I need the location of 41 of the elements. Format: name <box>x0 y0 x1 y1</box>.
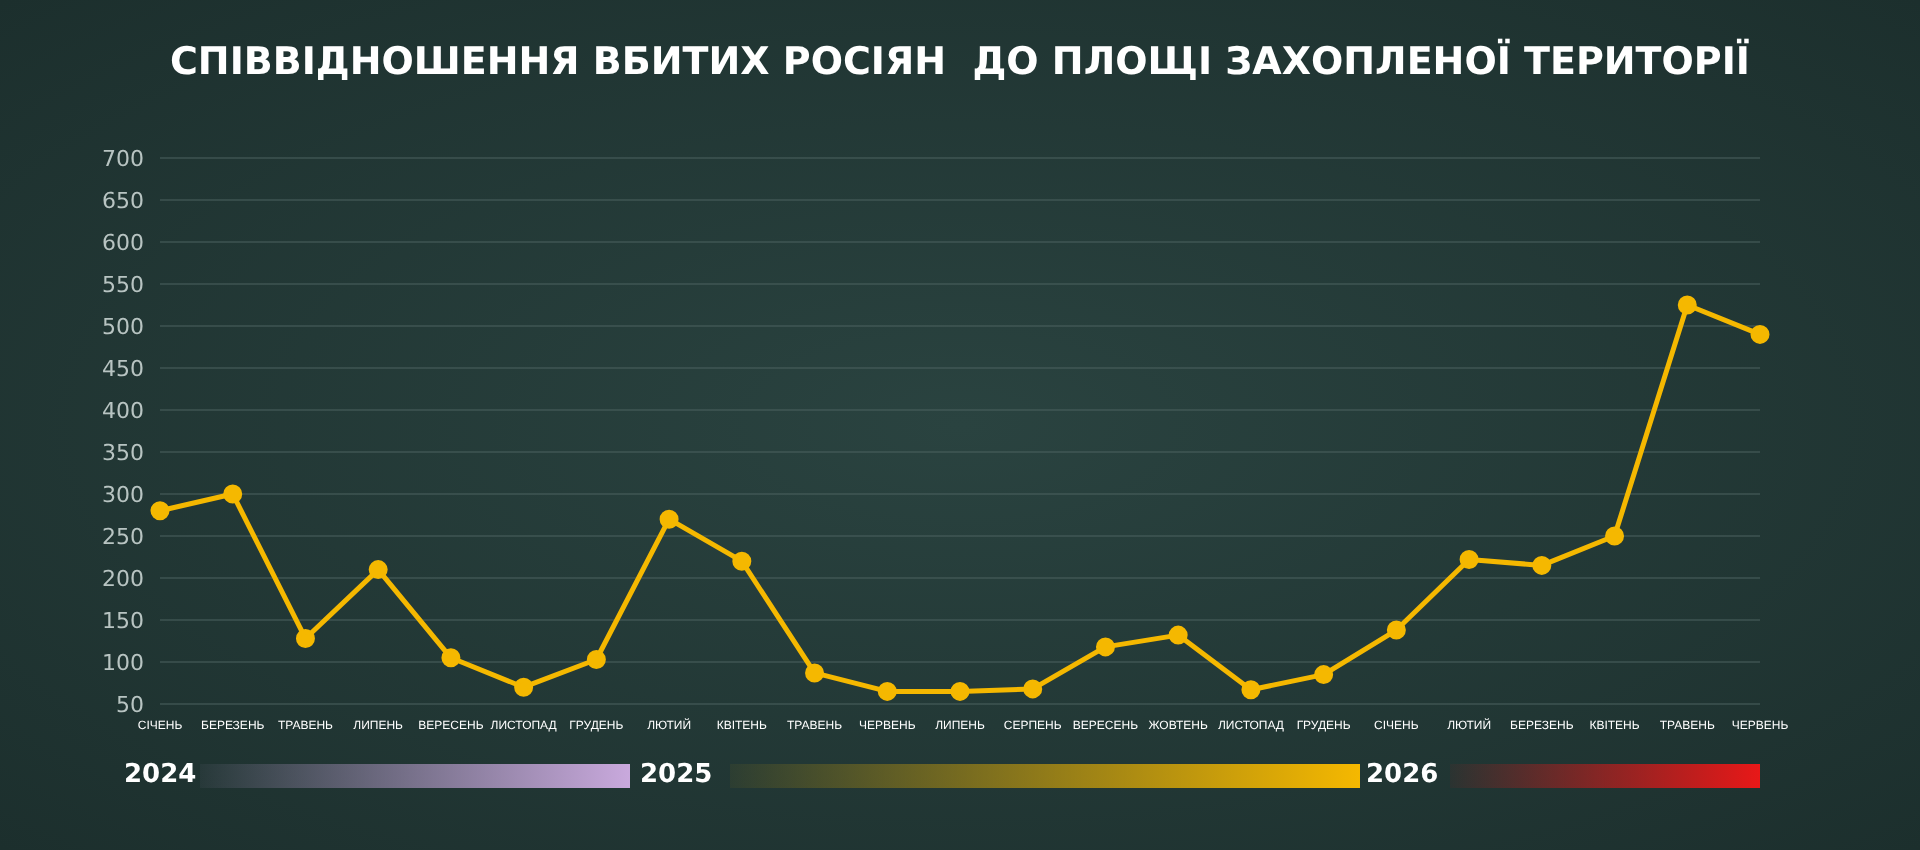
y-tick-label: 550 <box>102 271 144 298</box>
point <box>1023 679 1043 699</box>
y-tick-label: 500 <box>102 313 144 340</box>
y-tick-label: 50 <box>116 691 144 718</box>
point <box>805 663 825 683</box>
point <box>1459 550 1479 570</box>
y-tick-label: 300 <box>102 481 144 508</box>
y-tick-label: 250 <box>102 523 144 550</box>
y-tick-label: 150 <box>102 607 144 634</box>
text: 2026 <box>1366 760 1439 790</box>
text: 2024 <box>124 760 197 790</box>
point <box>514 677 534 697</box>
point <box>295 628 315 648</box>
point <box>732 551 752 571</box>
point <box>441 648 461 668</box>
point <box>1677 295 1697 315</box>
point <box>223 484 243 504</box>
point <box>1750 324 1770 344</box>
point <box>368 560 388 580</box>
point <box>950 681 970 701</box>
point <box>1314 665 1334 685</box>
point <box>1605 526 1625 546</box>
y-tick-label: 200 <box>102 565 144 592</box>
y-tick-label: 600 <box>102 229 144 256</box>
point <box>1386 620 1406 640</box>
point <box>1532 555 1552 575</box>
point <box>659 509 679 529</box>
y-tick-label: 400 <box>102 397 144 424</box>
point <box>1241 680 1261 700</box>
y-tick-label: 650 <box>102 187 144 214</box>
y-tick-label: 100 <box>102 649 144 676</box>
point <box>150 501 170 521</box>
y-tick-label: 450 <box>102 355 144 382</box>
y-tick-label: 350 <box>102 439 144 466</box>
y-tick-label: 700 <box>102 145 144 172</box>
text: 2025 <box>640 760 713 790</box>
point <box>877 681 897 701</box>
point <box>1095 637 1115 657</box>
point <box>586 649 606 669</box>
chart-title: СПІВВІДНОШЕННЯ ВБИТИХ РОСІЯН ДО ПЛОЩІ ЗАХОПЛЕНОЇ ТЕРИТОРІЇ <box>167 40 1752 84</box>
point <box>1168 625 1188 645</box>
